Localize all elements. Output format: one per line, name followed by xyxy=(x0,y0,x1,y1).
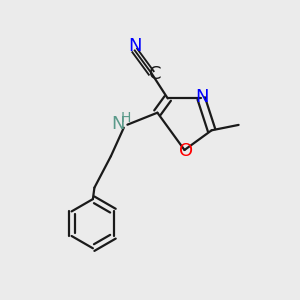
Text: N: N xyxy=(112,115,125,133)
Text: O: O xyxy=(179,142,194,160)
Text: H: H xyxy=(121,111,131,125)
Text: N: N xyxy=(195,88,209,106)
Text: C: C xyxy=(148,65,161,83)
Text: N: N xyxy=(128,37,142,55)
